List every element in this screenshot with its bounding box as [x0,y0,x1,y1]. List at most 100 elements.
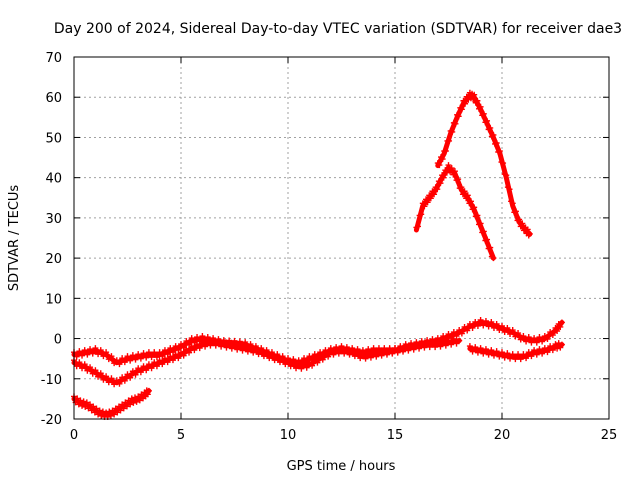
data-point-marker [87,364,94,371]
data-point-marker [453,340,460,347]
data-point-marker [145,387,152,394]
data-point-marker [509,327,516,334]
data-point-marker [418,211,425,218]
data-point-marker [394,349,401,356]
data-point-marker [418,340,425,347]
data-point-marker [499,349,505,356]
data-point-marker [137,369,144,376]
data-point-marker [509,200,516,207]
x-tick-label: 5 [177,428,185,443]
data-point-marker [77,397,84,404]
data-point-marker [311,351,318,358]
data-point-marker [75,401,82,408]
data-point-marker [490,352,497,359]
data-point-marker [119,355,126,362]
data-point-marker [317,353,324,360]
data-point-marker [81,361,88,368]
series-arc-late-low [466,340,565,363]
data-point-marker [450,329,457,336]
data-point-marker [507,331,514,338]
data-point-marker [129,352,136,359]
data-point-marker [228,345,235,352]
data-point-marker [439,156,446,163]
data-point-marker [92,367,99,374]
data-point-marker [464,327,471,334]
data-point-marker [194,341,201,348]
data-point-marker [455,113,462,120]
data-point-marker [89,370,96,377]
data-point-marker [266,355,273,362]
x-tick-label: 15 [387,428,404,443]
data-point-marker [188,335,195,342]
y-tick-label: 20 [45,252,62,267]
data-point-marker [488,347,495,354]
data-point-marker [87,401,94,408]
data-point-marker [461,188,468,195]
data-point-marker [386,346,393,353]
data-point-marker [156,349,163,356]
data-point-marker [437,180,444,187]
data-point-marker [116,361,123,368]
data-point-marker [330,351,337,358]
data-point-marker [373,353,380,360]
data-point-marker [132,356,139,363]
data-point-marker [136,397,143,404]
data-point-marker [325,353,332,360]
data-point-marker [309,362,316,369]
data-point-marker [96,407,103,414]
data-point-marker [442,342,449,349]
data-point-marker [210,337,217,344]
data-point-marker [547,343,554,350]
data-point-marker [424,339,431,346]
data-point-marker [137,355,144,362]
data-point-marker [426,344,433,351]
data-point-marker [501,329,508,336]
data-point-marker [274,353,281,360]
data-point-marker [114,409,121,416]
data-point-marker [549,332,556,339]
data-point-marker [471,91,478,98]
data-point-marker [450,171,457,178]
data-point-marker [73,363,80,370]
data-point-marker [378,352,385,359]
data-point-marker [145,361,152,368]
data-point-marker [151,349,158,356]
data-point-marker [220,339,227,346]
data-point-marker [161,355,168,362]
data-point-marker [81,347,88,354]
data-point-marker [515,351,522,358]
data-point-marker [400,348,407,355]
data-point-marker [477,103,484,110]
data-point-marker [107,412,114,419]
data-point-marker [79,365,86,372]
y-tick-label: -20 [41,413,62,428]
data-point-marker [503,172,510,179]
data-point-marker [442,148,449,155]
data-point-marker [103,409,110,416]
data-point-marker [175,355,182,362]
data-point-marker [402,343,409,350]
data-point-marker [131,394,138,401]
data-point-marker [413,341,420,348]
data-point-marker [466,343,473,350]
data-point-marker [480,350,487,357]
data-point-marker [452,120,459,127]
data-point-marker [135,365,142,372]
data-point-marker [258,347,265,354]
data-point-marker [496,353,503,360]
data-point-marker [477,316,484,323]
y-tick-label: 70 [45,51,62,66]
data-point-marker [357,355,364,362]
data-point-marker [127,374,134,381]
data-point-marker [536,334,543,341]
data-point-marker [557,323,564,330]
data-point-marker [121,359,128,366]
y-tick-label: 10 [45,292,62,307]
data-point-marker [485,351,492,358]
y-tick-label: 30 [45,212,62,227]
data-point-marker [119,401,126,408]
data-point-marker [467,198,474,205]
data-point-marker [525,349,532,356]
data-point-marker [445,331,452,338]
